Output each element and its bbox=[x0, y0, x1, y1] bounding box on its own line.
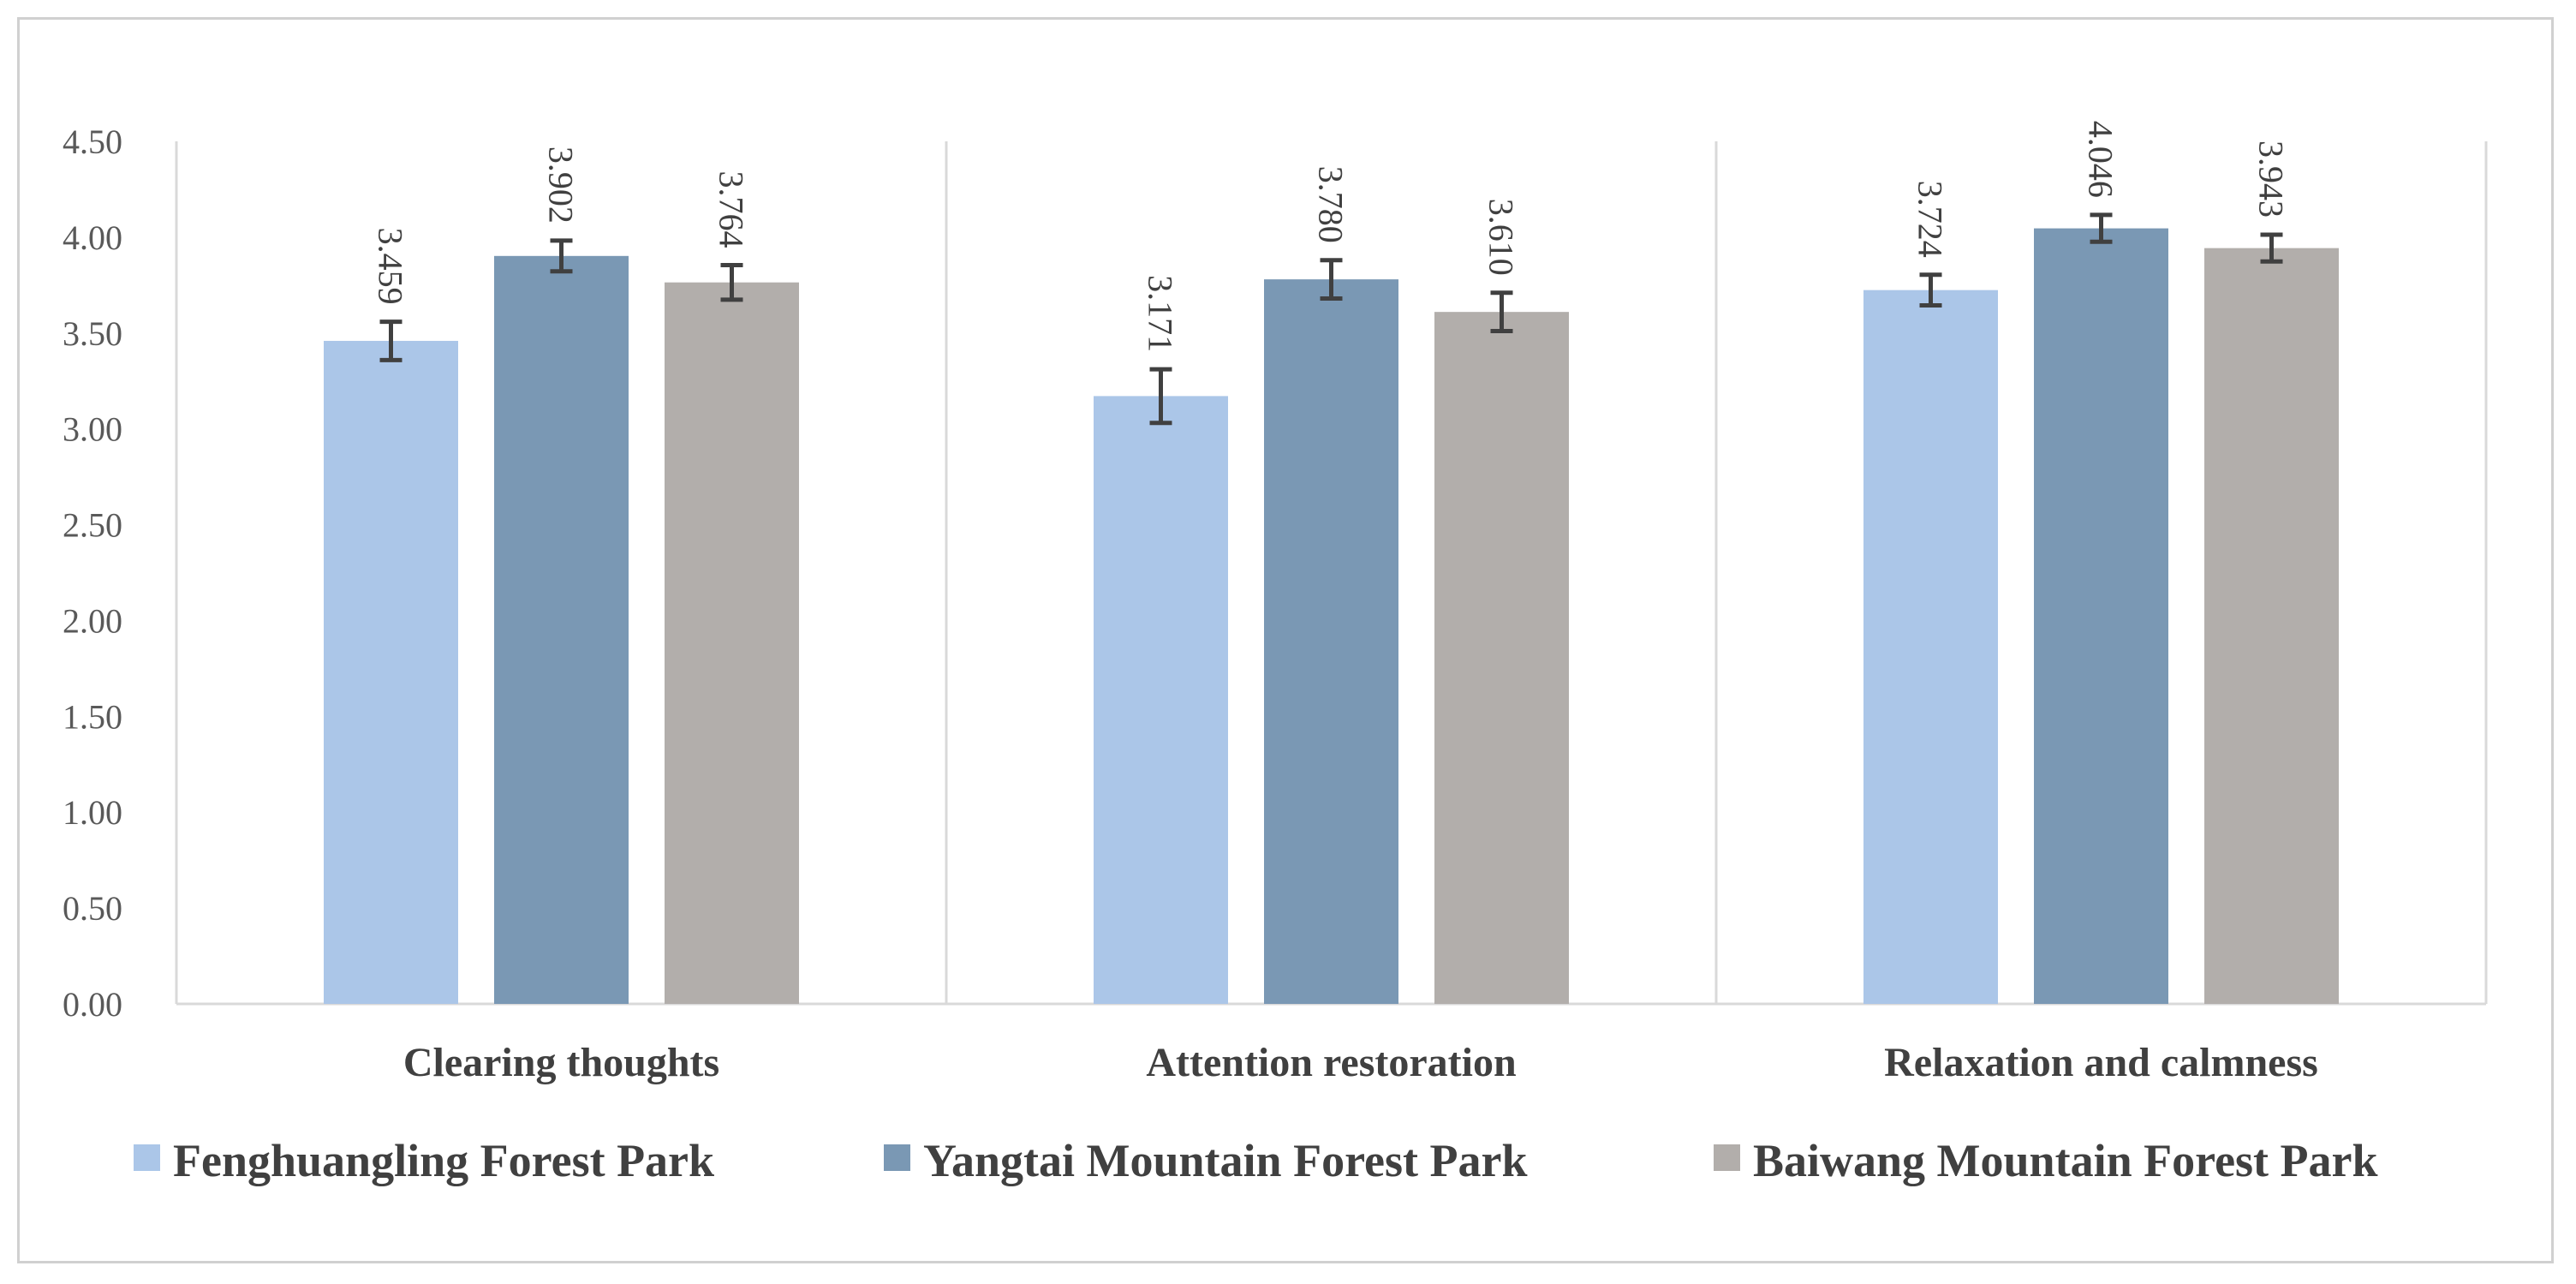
bar-chart: 0.00 0.50 1.00 1.50 2.00 2.50 3.00 3.50 4.00 4.50… bbox=[63, 121, 2488, 1186]
axes: 0.00 0.50 1.00 1.50 2.00 2.50 3.00 3.50 4.00 4.50… bbox=[63, 122, 2488, 1085]
bar bbox=[1094, 396, 1228, 1005]
y-tick-label: 0.00 bbox=[63, 985, 122, 1024]
bar-value-label: 3.943 bbox=[2252, 140, 2291, 218]
legend: Fenghuangling Forest Park Yangtai Mountai… bbox=[134, 1135, 2378, 1186]
y-tick-label: 4.00 bbox=[63, 218, 122, 257]
y-tick-label: 1.50 bbox=[63, 697, 122, 736]
bar-value-label: 3.902 bbox=[542, 146, 581, 224]
y-tick-label: 2.50 bbox=[63, 506, 122, 545]
bar-value-label: 3.459 bbox=[372, 228, 410, 305]
legend-swatch bbox=[1714, 1144, 1740, 1171]
y-tick-label: 0.50 bbox=[63, 889, 122, 928]
bar bbox=[2204, 248, 2339, 1004]
bar bbox=[1434, 312, 1569, 1004]
x-category-label: Relaxation and calmness bbox=[1884, 1040, 2318, 1085]
chart-frame: 0.00 0.50 1.00 1.50 2.00 2.50 3.00 3.50 4.00 4.50… bbox=[17, 17, 2554, 1263]
x-category-label: Clearing thoughts bbox=[403, 1040, 719, 1085]
legend-label: Fenghuangling Forest Park bbox=[173, 1135, 714, 1186]
data-labels: 3.459 3.171 3.724 3.902 3.780 4.046 3.764 3.610… bbox=[372, 121, 2291, 352]
legend-swatch bbox=[134, 1144, 160, 1171]
bars bbox=[324, 212, 2339, 1005]
x-category-label: Attention restoration bbox=[1146, 1040, 1516, 1085]
bar-value-label: 3.171 bbox=[1142, 275, 1180, 352]
bar bbox=[1264, 279, 1398, 1004]
y-tick-label: 3.00 bbox=[63, 410, 122, 449]
bar-value-label: 3.610 bbox=[1482, 199, 1521, 276]
legend-swatch bbox=[884, 1144, 910, 1171]
bar-value-label: 3.724 bbox=[1911, 181, 1950, 258]
bar bbox=[324, 340, 458, 1005]
y-tick-label: 2.00 bbox=[63, 601, 122, 640]
bar bbox=[494, 255, 629, 1005]
legend-label: Baiwang Mountain Forest Park bbox=[1753, 1135, 2378, 1186]
bar-value-label: 3.764 bbox=[713, 171, 751, 248]
legend-label: Yangtai Mountain Forest Park bbox=[923, 1135, 1528, 1186]
bar bbox=[2034, 228, 2168, 1004]
bar-value-label: 4.046 bbox=[2082, 121, 2120, 198]
bar-value-label: 3.780 bbox=[1312, 166, 1351, 243]
bar bbox=[665, 282, 799, 1004]
y-tick-label: 3.50 bbox=[63, 314, 122, 353]
bar bbox=[1863, 290, 1998, 1004]
y-tick-label: 1.00 bbox=[63, 793, 122, 832]
y-tick-label: 4.50 bbox=[63, 122, 122, 161]
